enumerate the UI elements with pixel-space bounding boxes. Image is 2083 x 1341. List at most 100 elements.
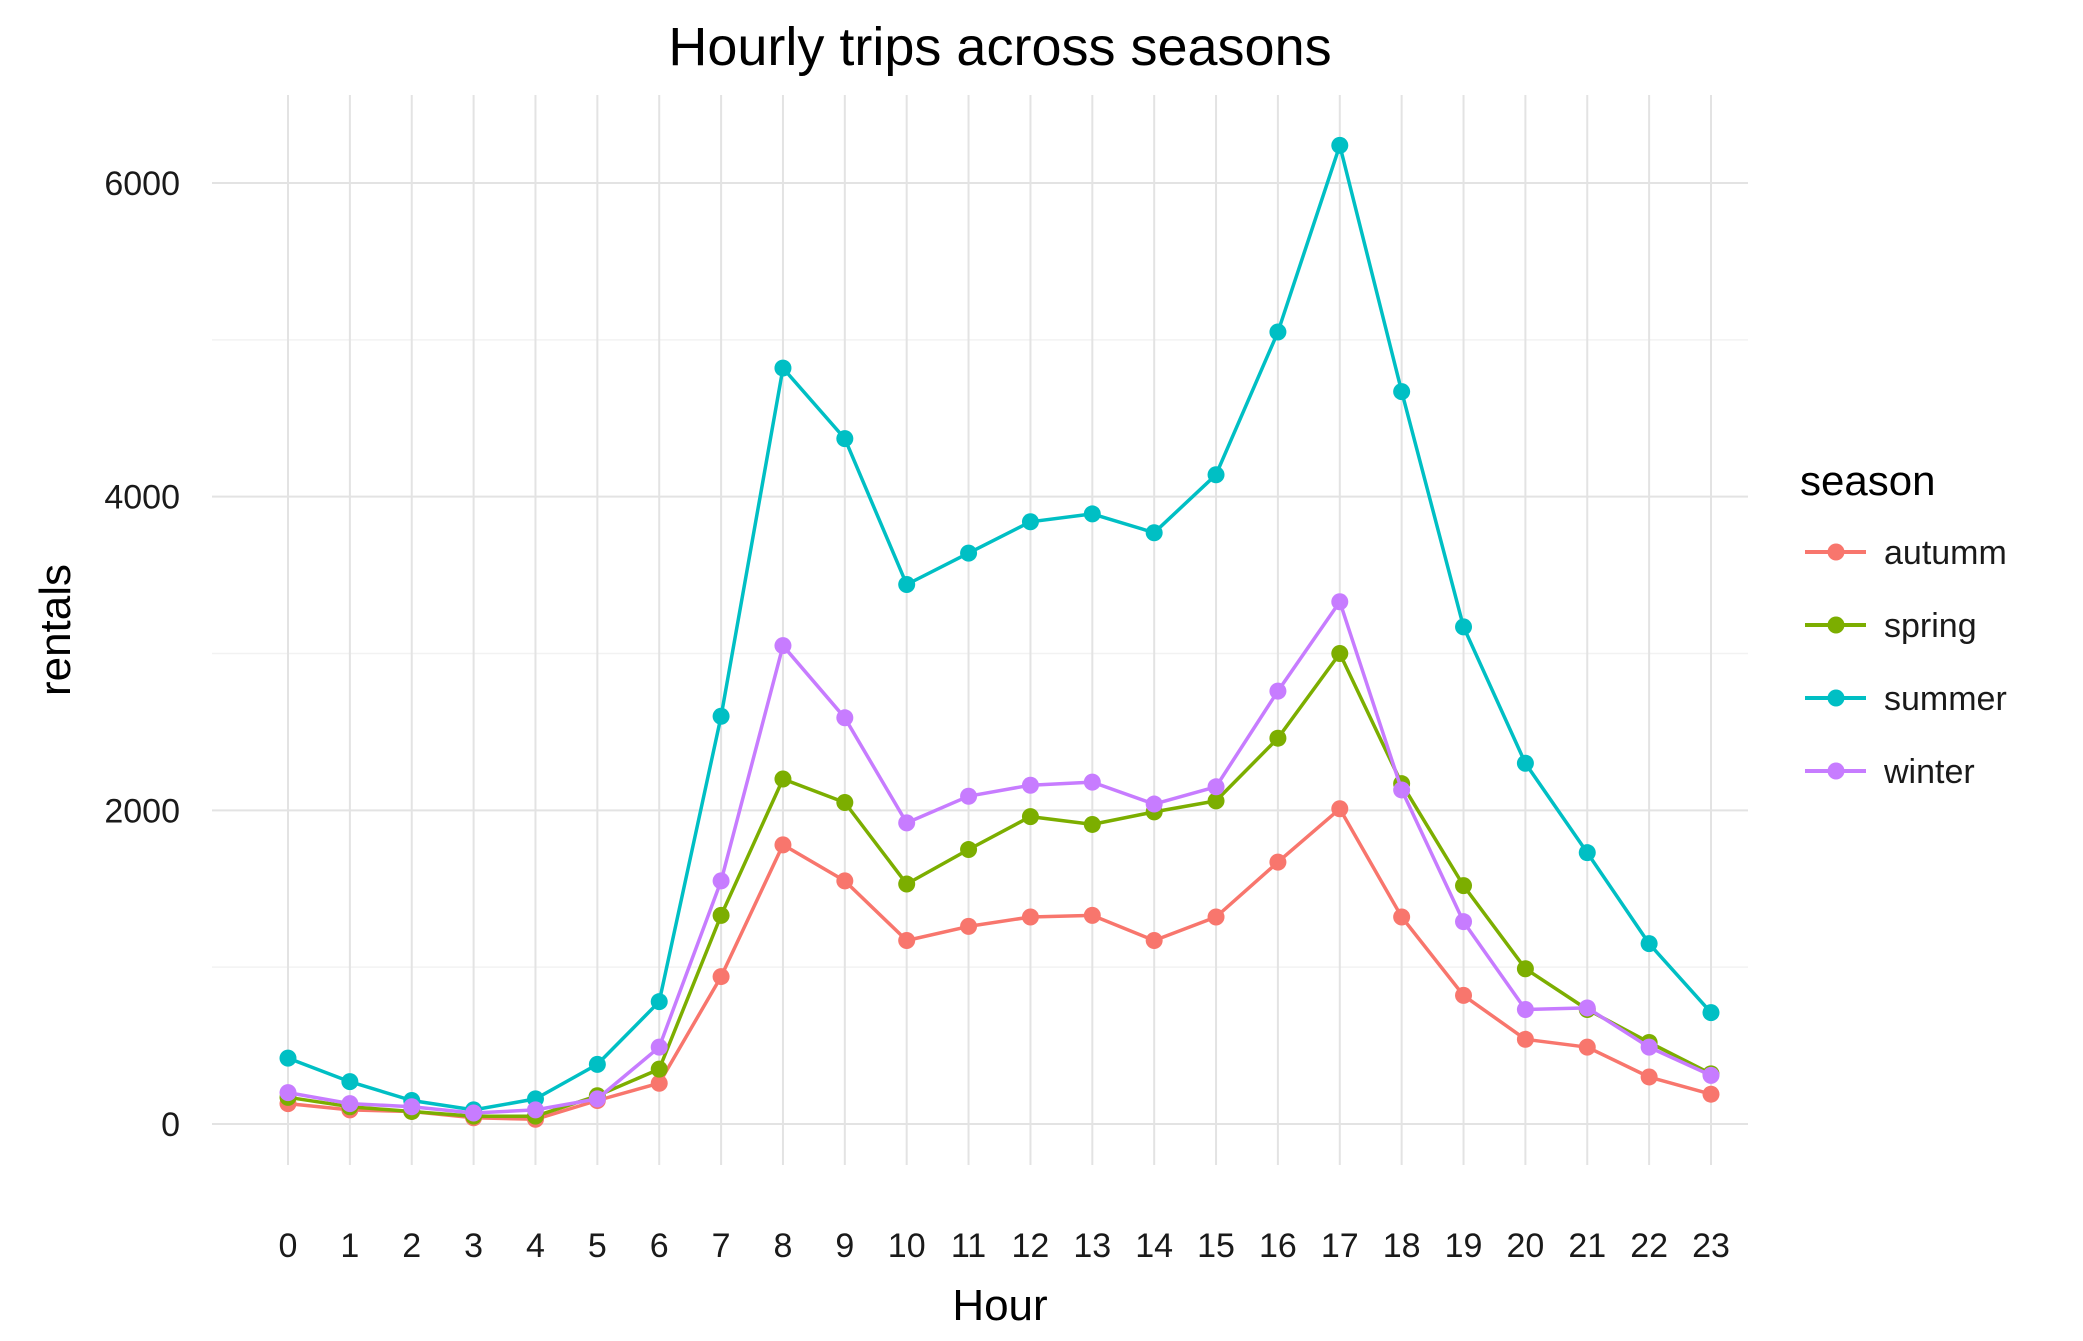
data-point-winter <box>774 637 792 655</box>
data-point-winter <box>1393 781 1411 799</box>
x-tick-label: 8 <box>773 1227 792 1265</box>
data-point-autumm <box>1207 908 1225 926</box>
legend-label: autumm <box>1884 534 2007 572</box>
data-point-winter <box>1083 773 1101 791</box>
data-point-summer <box>712 707 730 725</box>
legend-label: winter <box>1883 753 1975 791</box>
series-group <box>279 136 1720 1128</box>
x-tick-label: 4 <box>526 1227 545 1265</box>
x-tick-label: 1 <box>340 1227 359 1265</box>
data-point-autumm <box>1083 906 1101 924</box>
data-point-winter <box>279 1084 297 1102</box>
y-tick-label: 6000 <box>104 165 180 203</box>
data-point-spring <box>774 770 792 788</box>
legend-item-autumm: autumm <box>1805 534 2007 572</box>
series-line-autumm <box>286 807 1713 1122</box>
data-point-summer <box>1393 383 1411 401</box>
data-point-autumm <box>1021 908 1039 926</box>
data-point-autumm <box>1516 1030 1534 1048</box>
data-point-summer <box>1145 524 1163 542</box>
legend-key-point <box>1827 762 1845 780</box>
legend-item-summer: summer <box>1805 680 2007 718</box>
data-point-winter <box>1207 778 1225 796</box>
data-point-summer <box>774 359 792 377</box>
data-point-summer <box>1331 136 1349 154</box>
data-point-summer <box>588 1055 606 1073</box>
data-point-autumm <box>774 836 792 854</box>
x-tick-label: 22 <box>1630 1227 1668 1265</box>
data-point-autumm <box>1393 908 1411 926</box>
data-point-autumm <box>1702 1085 1720 1103</box>
y-tick-label: 4000 <box>104 479 180 517</box>
data-point-summer <box>1021 513 1039 531</box>
data-point-summer <box>1083 505 1101 523</box>
data-point-autumm <box>1145 932 1163 950</box>
grid <box>212 95 1748 1165</box>
data-point-summer <box>279 1049 297 1067</box>
x-tick-label: 0 <box>279 1227 298 1265</box>
data-point-winter <box>650 1038 668 1056</box>
data-point-spring <box>836 793 854 811</box>
x-tick-label: 14 <box>1135 1227 1173 1265</box>
y-axis-ticks: 0 2000 4000 6000 <box>104 165 180 1144</box>
data-point-winter <box>898 814 916 832</box>
y-tick-label: 0 <box>161 1106 180 1144</box>
data-point-winter <box>465 1104 483 1122</box>
x-tick-label: 7 <box>712 1227 731 1265</box>
data-point-winter <box>341 1095 359 1113</box>
data-point-autumm <box>1578 1038 1596 1056</box>
data-point-winter <box>1455 913 1473 931</box>
data-point-winter <box>1702 1066 1720 1084</box>
data-point-summer <box>1207 466 1225 484</box>
data-point-spring <box>1455 877 1473 895</box>
data-point-summer <box>960 544 978 562</box>
x-tick-label: 6 <box>650 1227 669 1265</box>
data-point-spring <box>1083 815 1101 833</box>
legend-title: season <box>1800 457 1935 504</box>
data-point-summer <box>1269 323 1287 341</box>
x-tick-label: 23 <box>1692 1227 1730 1265</box>
data-point-autumm <box>650 1074 668 1092</box>
data-point-spring <box>712 906 730 924</box>
data-point-summer <box>836 430 854 448</box>
data-point-winter <box>1021 776 1039 794</box>
data-point-spring <box>960 841 978 859</box>
x-tick-label: 19 <box>1445 1227 1483 1265</box>
x-tick-label: 11 <box>951 1227 986 1265</box>
x-tick-label: 20 <box>1506 1227 1544 1265</box>
data-point-summer <box>1455 618 1473 636</box>
data-point-winter <box>403 1098 421 1116</box>
x-tick-label: 18 <box>1383 1227 1421 1265</box>
data-point-summer <box>1702 1004 1720 1022</box>
legend-items: autumm spring summer winter <box>1805 534 2007 791</box>
data-point-summer <box>898 575 916 593</box>
x-tick-label: 13 <box>1073 1227 1111 1265</box>
data-point-spring <box>1269 729 1287 747</box>
data-point-spring <box>1207 792 1225 810</box>
legend-item-winter: winter <box>1805 753 1975 791</box>
legend-key-point <box>1827 616 1845 634</box>
data-point-winter <box>526 1101 544 1119</box>
series-autumm <box>279 800 1720 1128</box>
x-tick-label: 3 <box>464 1227 483 1265</box>
data-point-autumm <box>1640 1068 1658 1086</box>
legend-label: spring <box>1884 607 1977 645</box>
legend: season autumm spring summer winter <box>1800 457 2007 791</box>
data-point-spring <box>1021 808 1039 826</box>
data-point-autumm <box>898 932 916 950</box>
data-point-winter <box>1269 682 1287 700</box>
x-axis-ticks: 0 1 2 3 4 5 6 7 8 9 10 11 12 13 14 15 16 17 18 19 20 21 22 23 <box>279 1227 1730 1265</box>
series-line-spring <box>286 651 1713 1118</box>
series-summer <box>279 136 1720 1119</box>
data-point-autumm <box>712 968 730 986</box>
data-point-winter <box>960 787 978 805</box>
data-point-spring <box>1516 960 1534 978</box>
data-point-summer <box>1578 844 1596 862</box>
data-point-spring <box>898 875 916 893</box>
series-line-winter <box>286 599 1713 1115</box>
legend-key-point <box>1827 543 1845 561</box>
data-point-winter <box>1640 1038 1658 1056</box>
data-point-summer <box>650 993 668 1011</box>
